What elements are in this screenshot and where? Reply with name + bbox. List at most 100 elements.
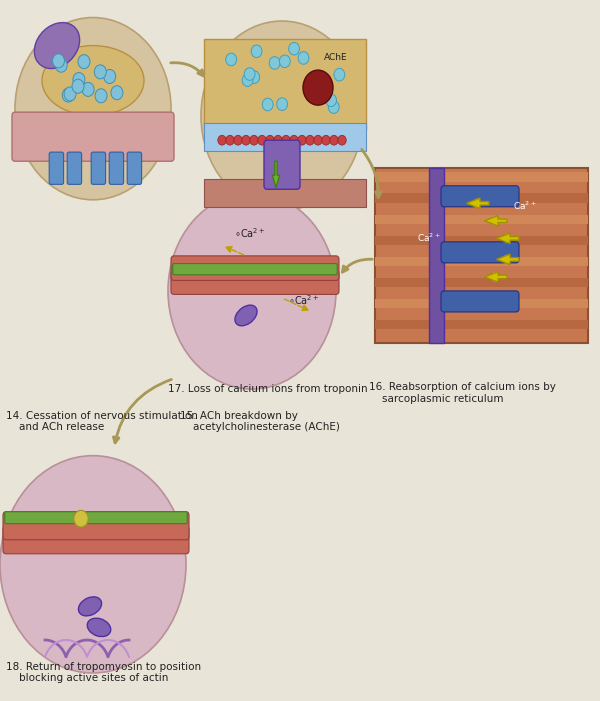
FancyBboxPatch shape xyxy=(171,270,339,294)
Circle shape xyxy=(73,73,85,87)
Circle shape xyxy=(72,79,84,93)
FancyBboxPatch shape xyxy=(375,215,588,224)
Circle shape xyxy=(298,135,306,145)
Circle shape xyxy=(306,135,314,145)
Circle shape xyxy=(314,135,322,145)
Circle shape xyxy=(242,135,250,145)
Circle shape xyxy=(15,18,171,200)
FancyBboxPatch shape xyxy=(441,291,519,312)
Circle shape xyxy=(330,135,338,145)
Circle shape xyxy=(298,52,309,64)
Circle shape xyxy=(491,217,499,225)
Circle shape xyxy=(322,135,330,145)
Circle shape xyxy=(52,54,64,68)
FancyArrow shape xyxy=(485,272,507,282)
Circle shape xyxy=(0,456,186,673)
FancyBboxPatch shape xyxy=(441,242,519,263)
Circle shape xyxy=(74,510,88,527)
FancyBboxPatch shape xyxy=(375,172,588,182)
FancyArrow shape xyxy=(485,216,507,226)
FancyBboxPatch shape xyxy=(375,236,588,245)
Circle shape xyxy=(266,135,274,145)
Text: Ca$^{2+}$: Ca$^{2+}$ xyxy=(417,231,441,244)
FancyBboxPatch shape xyxy=(127,152,142,184)
FancyBboxPatch shape xyxy=(49,152,64,184)
Circle shape xyxy=(250,135,258,145)
Ellipse shape xyxy=(79,597,101,616)
Circle shape xyxy=(82,83,94,97)
FancyBboxPatch shape xyxy=(109,152,124,184)
FancyBboxPatch shape xyxy=(171,256,339,280)
FancyBboxPatch shape xyxy=(264,140,300,189)
Text: AChE: AChE xyxy=(324,53,347,62)
FancyArrow shape xyxy=(497,233,519,243)
FancyBboxPatch shape xyxy=(375,320,588,329)
Text: 16. Reabsorption of calcium ions by
    sarcoplasmic reticulum: 16. Reabsorption of calcium ions by sarc… xyxy=(369,382,556,404)
Text: 15. ACh breakdown by
    acetylcholinesterase (AChE): 15. ACh breakdown by acetylcholinesteras… xyxy=(180,411,340,433)
FancyBboxPatch shape xyxy=(375,278,588,287)
Circle shape xyxy=(62,88,74,102)
Text: 18. Return of tropomyosin to position
    blocking active sites of actin: 18. Return of tropomyosin to position bl… xyxy=(6,662,201,683)
FancyBboxPatch shape xyxy=(375,257,588,266)
Ellipse shape xyxy=(87,618,111,637)
Circle shape xyxy=(338,135,346,145)
Circle shape xyxy=(258,135,266,145)
Circle shape xyxy=(218,135,226,145)
FancyArrow shape xyxy=(497,254,519,264)
Circle shape xyxy=(168,193,336,389)
FancyBboxPatch shape xyxy=(441,186,519,207)
FancyArrow shape xyxy=(272,161,280,188)
Circle shape xyxy=(503,255,511,264)
FancyBboxPatch shape xyxy=(204,39,366,130)
FancyBboxPatch shape xyxy=(3,512,189,540)
FancyBboxPatch shape xyxy=(5,512,187,524)
Circle shape xyxy=(249,71,260,83)
Circle shape xyxy=(282,135,290,145)
Text: 14. Cessation of nervous stimulation
    and ACh release: 14. Cessation of nervous stimulation and… xyxy=(6,411,198,433)
Ellipse shape xyxy=(42,46,144,116)
FancyArrow shape xyxy=(467,198,489,209)
Circle shape xyxy=(55,58,67,72)
Circle shape xyxy=(277,98,287,111)
Circle shape xyxy=(269,57,280,69)
Circle shape xyxy=(473,199,481,207)
Circle shape xyxy=(280,55,290,67)
Circle shape xyxy=(78,55,90,69)
FancyBboxPatch shape xyxy=(375,168,588,343)
Circle shape xyxy=(503,234,511,243)
FancyBboxPatch shape xyxy=(67,152,82,184)
Circle shape xyxy=(262,98,273,111)
Circle shape xyxy=(290,135,298,145)
Circle shape xyxy=(244,68,255,81)
Text: Ca$^{2+}$: Ca$^{2+}$ xyxy=(513,200,537,212)
Circle shape xyxy=(303,70,333,105)
FancyBboxPatch shape xyxy=(173,264,337,275)
FancyBboxPatch shape xyxy=(429,168,444,343)
Circle shape xyxy=(289,42,299,55)
Circle shape xyxy=(251,45,262,57)
Circle shape xyxy=(274,135,282,145)
Circle shape xyxy=(334,69,345,81)
Circle shape xyxy=(64,87,76,101)
FancyBboxPatch shape xyxy=(204,179,366,207)
Ellipse shape xyxy=(34,22,80,69)
Text: 17. Loss of calcium ions from troponin: 17. Loss of calcium ions from troponin xyxy=(168,384,368,394)
Ellipse shape xyxy=(235,305,257,326)
Circle shape xyxy=(95,89,107,103)
FancyBboxPatch shape xyxy=(91,152,106,184)
Circle shape xyxy=(201,21,363,210)
FancyBboxPatch shape xyxy=(12,112,174,161)
Circle shape xyxy=(326,94,337,107)
Circle shape xyxy=(234,135,242,145)
Circle shape xyxy=(226,53,236,66)
Text: $\circ$Ca$^{2+}$: $\circ$Ca$^{2+}$ xyxy=(234,226,266,240)
Circle shape xyxy=(104,69,116,83)
FancyBboxPatch shape xyxy=(204,123,366,151)
Text: $\circ$Ca$^{2+}$: $\circ$Ca$^{2+}$ xyxy=(288,293,320,307)
Circle shape xyxy=(242,74,253,86)
Circle shape xyxy=(328,101,339,114)
Circle shape xyxy=(94,65,106,79)
FancyBboxPatch shape xyxy=(375,299,588,308)
Circle shape xyxy=(226,135,234,145)
FancyBboxPatch shape xyxy=(3,526,189,554)
